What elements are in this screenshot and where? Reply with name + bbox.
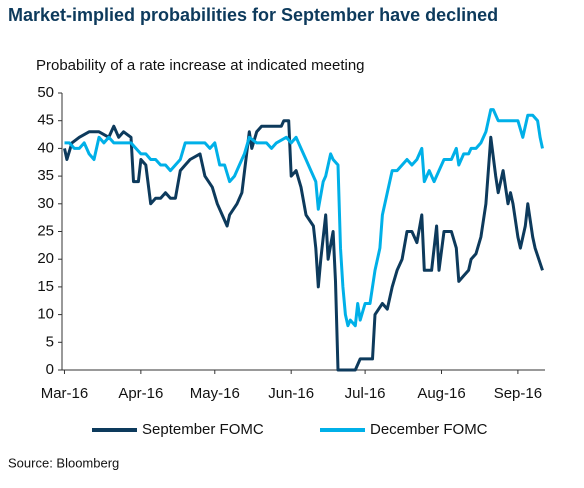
x-tick-label: Jun-16: [268, 385, 314, 402]
legend-label: December FOMC: [370, 421, 488, 438]
x-tick-label: Aug-16: [417, 385, 465, 402]
chart-subtitle: Probability of a rate increase at indica…: [36, 57, 365, 74]
y-tick-label: 40: [37, 139, 54, 156]
x-tick-label: Apr-16: [118, 385, 163, 402]
y-tick-label: 45: [37, 112, 54, 129]
x-tick-label: Mar-16: [41, 385, 89, 402]
source: Source: Bloomberg: [8, 455, 119, 470]
y-tick-label: 50: [37, 84, 54, 101]
y-tick-label: 10: [37, 306, 54, 323]
y-tick-label: 35: [37, 167, 54, 184]
x-tick-label: Sep-16: [494, 385, 542, 402]
y-tick-label: 30: [37, 195, 54, 212]
legend-label: September FOMC: [142, 421, 264, 438]
x-tick-label: Jul-16: [345, 385, 386, 402]
y-tick-label: 25: [37, 222, 54, 239]
y-tick-label: 0: [46, 361, 54, 378]
x-tick-label: May-16: [190, 385, 240, 402]
y-tick-label: 5: [46, 333, 54, 350]
y-tick-label: 15: [37, 278, 54, 295]
line: [64, 108, 544, 328]
y-tick-label: 20: [37, 250, 54, 267]
line: [63, 119, 544, 372]
chart-title: Market-implied probabilities for Septemb…: [8, 5, 498, 25]
